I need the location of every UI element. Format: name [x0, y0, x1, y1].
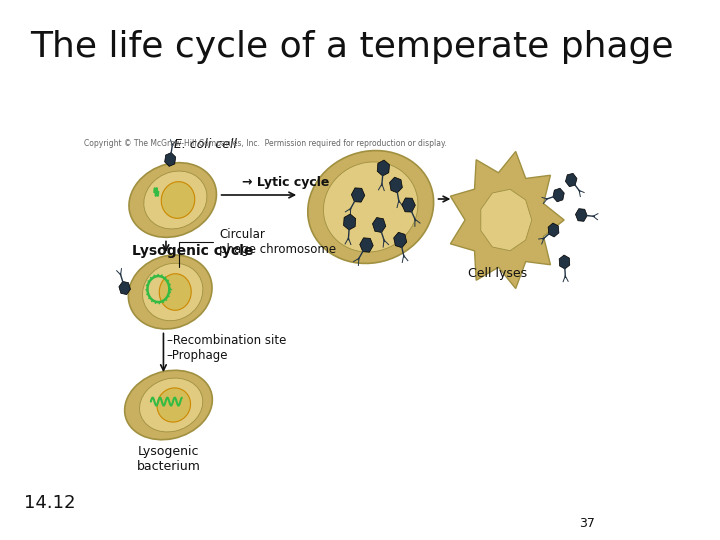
Text: E. coli cell: E. coli cell	[174, 138, 238, 152]
Ellipse shape	[144, 171, 207, 229]
Text: 14.12: 14.12	[24, 494, 75, 512]
Ellipse shape	[125, 370, 212, 440]
Text: –Prophage: –Prophage	[167, 348, 228, 361]
Ellipse shape	[128, 255, 212, 329]
Text: Cell lyses: Cell lyses	[467, 267, 526, 280]
Text: Copyright © The McGraw-Hill Companies, Inc.  Permission required for reproductio: Copyright © The McGraw-Hill Companies, I…	[84, 138, 447, 147]
Ellipse shape	[140, 378, 203, 432]
Ellipse shape	[159, 274, 192, 310]
Polygon shape	[372, 218, 386, 232]
Text: Lysogenic
bacterium: Lysogenic bacterium	[137, 445, 200, 473]
Polygon shape	[351, 188, 365, 202]
Ellipse shape	[161, 181, 195, 218]
Text: Circular
phage chromosome: Circular phage chromosome	[179, 228, 336, 267]
Polygon shape	[575, 208, 588, 221]
Polygon shape	[553, 188, 564, 202]
Polygon shape	[377, 160, 390, 176]
Polygon shape	[548, 223, 559, 237]
Text: –Recombination site: –Recombination site	[167, 334, 286, 347]
Polygon shape	[390, 177, 402, 193]
Text: The life cycle of a temperate phage: The life cycle of a temperate phage	[30, 30, 674, 64]
Ellipse shape	[323, 162, 418, 252]
Polygon shape	[343, 214, 356, 230]
Ellipse shape	[307, 151, 433, 264]
Polygon shape	[165, 153, 176, 166]
Polygon shape	[360, 238, 373, 252]
Polygon shape	[481, 190, 532, 251]
Polygon shape	[559, 255, 570, 269]
Ellipse shape	[157, 388, 191, 422]
Text: → Lytic cycle: → Lytic cycle	[242, 176, 330, 189]
Polygon shape	[565, 173, 577, 187]
Polygon shape	[394, 232, 407, 248]
Ellipse shape	[143, 264, 203, 321]
Polygon shape	[119, 281, 130, 295]
Polygon shape	[451, 151, 564, 288]
Text: 37: 37	[579, 517, 595, 530]
Text: Lysogenic cycle: Lysogenic cycle	[132, 245, 253, 259]
Ellipse shape	[129, 163, 217, 238]
Polygon shape	[402, 198, 415, 212]
